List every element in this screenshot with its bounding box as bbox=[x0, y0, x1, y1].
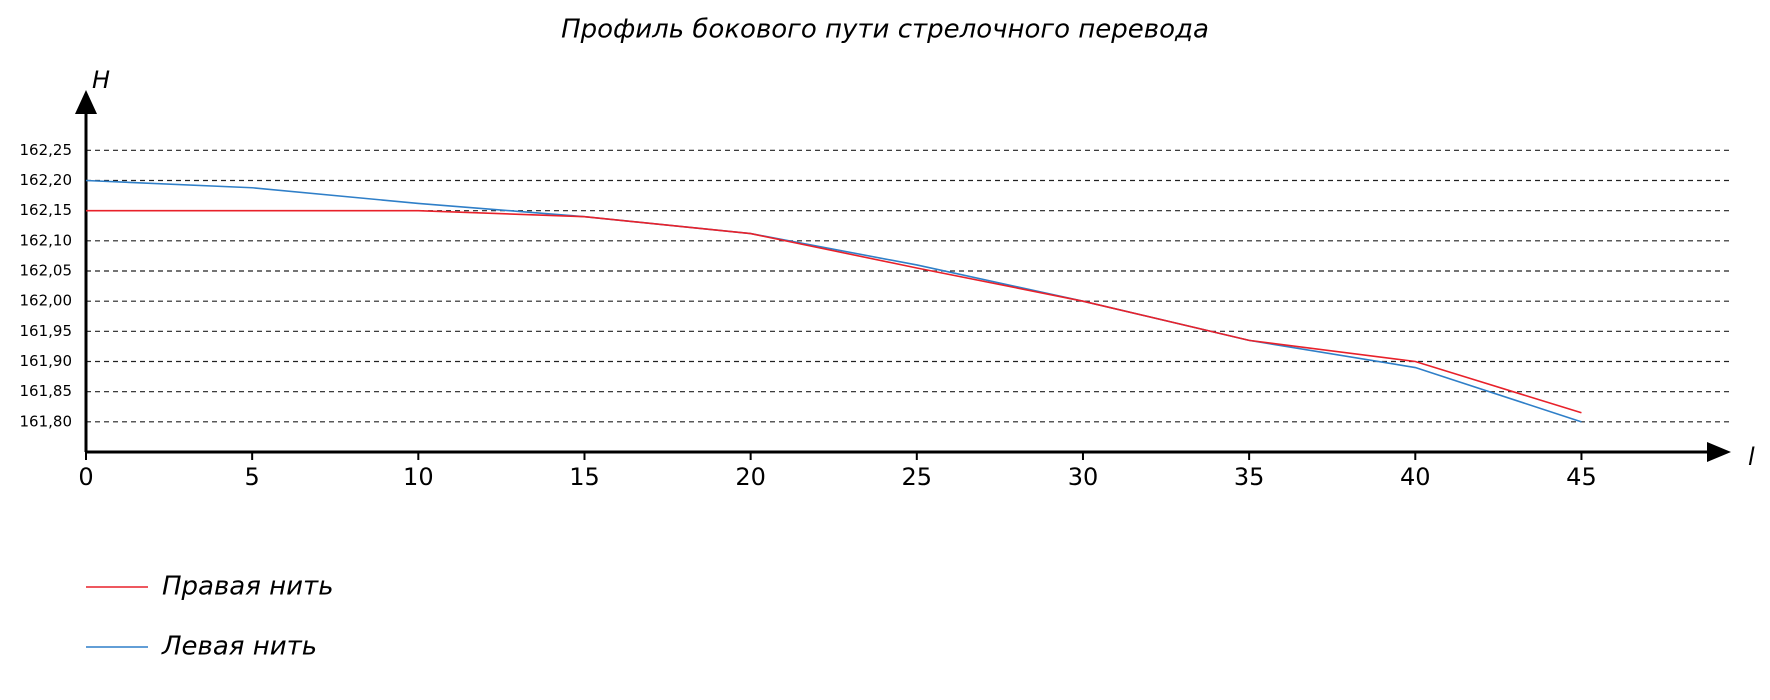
y-tick-label: 162,25 bbox=[20, 141, 73, 159]
y-tick-label: 161,80 bbox=[20, 412, 73, 430]
y-tick-label: 162,05 bbox=[20, 262, 73, 280]
x-tick-label: 15 bbox=[569, 463, 600, 491]
x-tick-label: 10 bbox=[403, 463, 434, 491]
x-tick-label: 20 bbox=[735, 463, 766, 491]
legend-label: Правая нить bbox=[162, 572, 334, 602]
y-tick-label: 162,10 bbox=[20, 231, 73, 249]
chart-title: Профиль бокового пути стрелочного перево… bbox=[561, 15, 1209, 45]
x-tick-label: 35 bbox=[1234, 463, 1265, 491]
y-tick-label: 161,85 bbox=[20, 382, 73, 400]
y-tick-label: 162,15 bbox=[20, 201, 73, 219]
y-tick-label: 161,90 bbox=[20, 352, 73, 370]
x-tick-label: 0 bbox=[78, 463, 93, 491]
x-tick-label: 30 bbox=[1068, 463, 1099, 491]
x-tick-label: 45 bbox=[1566, 463, 1597, 491]
y-tick-label: 162,20 bbox=[20, 171, 73, 189]
x-tick-label: 40 bbox=[1400, 463, 1431, 491]
y-axis-label: H bbox=[92, 66, 110, 94]
x-tick-label: 25 bbox=[902, 463, 933, 491]
y-tick-label: 161,95 bbox=[20, 322, 73, 340]
x-axis-label: l bbox=[1748, 443, 1755, 471]
y-axis-arrow bbox=[75, 90, 97, 114]
x-tick-label: 5 bbox=[245, 463, 260, 491]
x-axis-arrow bbox=[1707, 442, 1731, 462]
y-tick-label: 162,00 bbox=[20, 292, 73, 310]
series-line bbox=[85, 179, 1582, 423]
legend-label: Левая нить bbox=[161, 632, 317, 662]
series-line bbox=[86, 209, 1582, 414]
